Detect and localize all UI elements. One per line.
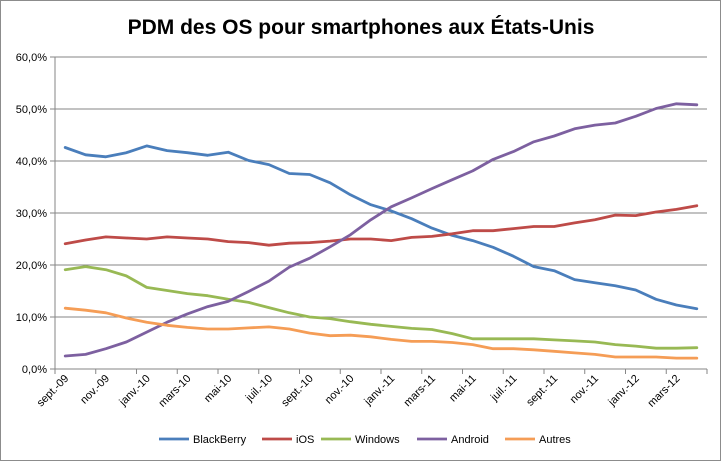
y-tick-label: 20,0% xyxy=(16,260,47,272)
legend-label: Windows xyxy=(355,434,400,446)
legend-label: Autres xyxy=(539,434,571,446)
legend-item-autres: Autres xyxy=(505,434,571,446)
y-axis-ticks: 0,0% 10,0% 20,0% 30,0% 40,0% 50,0% 60,0% xyxy=(16,52,55,376)
x-tick-label: nov.-11 xyxy=(568,373,601,406)
x-tick-label: mars-11 xyxy=(402,373,438,409)
legend-item-blackberry: BlackBerry xyxy=(159,434,247,446)
series-line-android xyxy=(63,102,699,358)
series-line-windows xyxy=(63,265,699,350)
gridlines xyxy=(55,56,707,318)
legend-label: BlackBerry xyxy=(193,434,247,446)
y-tick-label: 30,0% xyxy=(16,208,47,220)
x-axis-ticks: sept.-09 nov.-09 janv.-10 mars-10 mai-10 juil… xyxy=(35,369,708,410)
y-tick-label: 60,0% xyxy=(16,52,47,64)
x-tick-label: janv.-11 xyxy=(362,373,398,409)
x-tick-label: sept.-11 xyxy=(524,373,560,409)
legend-item-windows: Windows xyxy=(321,434,400,446)
x-tick-label: juil.-11 xyxy=(488,373,520,405)
x-tick-label: mai-10 xyxy=(202,373,234,405)
x-tick-label: mars-12 xyxy=(646,373,683,410)
x-tick-label: nov.-09 xyxy=(78,373,112,407)
y-tick-label: 50,0% xyxy=(16,104,47,116)
x-tick-label: janv.-12 xyxy=(606,373,642,409)
x-tick-label: mai-11 xyxy=(447,373,479,405)
series-lines xyxy=(63,102,699,360)
legend-item-ios: iOS xyxy=(262,434,314,446)
x-tick-label: nov.-10 xyxy=(323,373,357,407)
y-tick-label: 0,0% xyxy=(22,364,47,376)
series-line-blackberry xyxy=(63,144,699,311)
legend-label: Android xyxy=(451,434,489,446)
x-tick-label: sept.-09 xyxy=(35,373,72,410)
y-tick-label: 10,0% xyxy=(16,312,47,324)
x-tick-label: sept.-10 xyxy=(279,373,316,410)
chart-title: PDM des OS pour smartphones aux États-Un… xyxy=(128,16,595,39)
series-line-ios xyxy=(63,204,699,247)
legend-label: iOS xyxy=(296,434,314,446)
x-tick-label: mars-10 xyxy=(157,373,194,410)
legend-item-android: Android xyxy=(417,434,489,446)
legend: BlackBerry iOS Windows Android Autres xyxy=(159,434,571,446)
series-line-autres xyxy=(63,306,699,360)
x-tick-label: juil.-10 xyxy=(243,373,275,405)
y-tick-label: 40,0% xyxy=(16,156,47,168)
x-tick-label: janv.-10 xyxy=(117,373,153,409)
